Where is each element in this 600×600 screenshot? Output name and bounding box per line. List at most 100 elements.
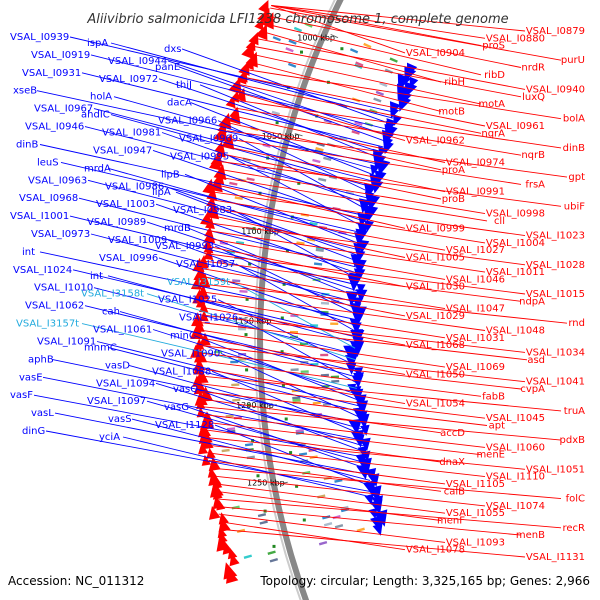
leader-line-left bbox=[87, 179, 362, 251]
gc-marker bbox=[247, 403, 251, 407]
gene-label-right: VSAL_I1069 bbox=[446, 362, 505, 373]
gene-label-left: vasG bbox=[164, 402, 189, 413]
leader-line-right bbox=[223, 145, 446, 193]
feature-track-segment bbox=[259, 520, 268, 525]
feature-track-segment bbox=[296, 241, 305, 245]
leader-line-left bbox=[107, 275, 356, 343]
leader-line-right bbox=[227, 130, 568, 178]
leader-line-right bbox=[263, 23, 482, 76]
gc-marker bbox=[280, 350, 284, 354]
gene-label-right: VSAL_I1041 bbox=[526, 377, 585, 388]
leader-line-left bbox=[193, 335, 358, 401]
gene-label-left: VSAL_I1057 bbox=[176, 259, 235, 270]
feature-track-segment bbox=[231, 383, 240, 387]
leader-line-right bbox=[203, 414, 486, 448]
gene-label-right: nqrB bbox=[521, 150, 545, 161]
leader-line-right bbox=[200, 314, 526, 353]
reverse-gene-arrow bbox=[213, 164, 227, 180]
genome-summary-text: Topology: circular; Length: 3,325,165 bp… bbox=[259, 574, 590, 588]
gene-label-left: VSAL_I1024 bbox=[13, 265, 72, 276]
leader-line-left bbox=[45, 430, 373, 493]
feature-track-segment bbox=[306, 238, 316, 242]
gene-label-left: dxs bbox=[164, 44, 181, 55]
gene-label-right: purU bbox=[561, 55, 585, 66]
reverse-gene-arrow bbox=[254, 18, 264, 31]
feature-track-segment bbox=[295, 429, 304, 433]
feature-track-segment bbox=[318, 540, 328, 546]
gene-label-left: vasD bbox=[105, 360, 130, 371]
feature-track-segment bbox=[243, 554, 253, 559]
leader-line-right bbox=[200, 360, 482, 397]
gene-arrows bbox=[190, 0, 419, 584]
map-title: Aliivibrio salmonicida LFI1238 chromosom… bbox=[86, 12, 508, 27]
gene-label-left: holA bbox=[90, 92, 112, 103]
reverse-gene-arrow bbox=[208, 456, 221, 472]
gene-label-right: recR bbox=[563, 523, 586, 534]
feature-track-segment bbox=[334, 478, 343, 483]
gene-label-left: dacA bbox=[167, 98, 192, 109]
leader-line-right bbox=[213, 191, 526, 237]
gene-label-right: fabB bbox=[482, 391, 505, 402]
reverse-gene-arrow bbox=[229, 553, 240, 567]
leader-line-right bbox=[204, 421, 482, 456]
gene-label-left: VSAL_I0986 bbox=[105, 181, 164, 192]
gene-label-right: proB bbox=[442, 194, 465, 205]
leader-line-left bbox=[146, 221, 357, 292]
gc-marker bbox=[315, 114, 319, 118]
reverse-gene-arrow bbox=[209, 505, 221, 520]
gc-marker bbox=[245, 297, 249, 301]
feature-track-segment bbox=[242, 157, 251, 162]
leader-line-left bbox=[158, 257, 356, 326]
feature-track-segment bbox=[375, 90, 385, 96]
gene-label-left: VSAL_I0973 bbox=[31, 229, 90, 240]
feature-track-segment bbox=[217, 259, 226, 263]
gene-label-left: ahdIC bbox=[81, 110, 110, 121]
reverse-gene-arrow bbox=[203, 241, 214, 254]
leader-line-right bbox=[215, 498, 562, 529]
leader-line-right bbox=[271, 5, 526, 32]
gene-label-right: VSAL_I0940 bbox=[526, 84, 585, 95]
leader-line-left bbox=[72, 269, 356, 338]
leader-line-right bbox=[271, 5, 486, 39]
gene-label-right: VSAL_I1054 bbox=[406, 399, 465, 410]
feature-track-segment bbox=[312, 401, 321, 405]
gene-label-right: VSAL_I1023 bbox=[526, 231, 585, 242]
leader-line-right bbox=[205, 437, 526, 470]
gene-label-left: VSAL_I0947 bbox=[93, 145, 152, 156]
gene-label-right: cvpA bbox=[520, 384, 545, 395]
gene-label-right: calB bbox=[444, 486, 465, 497]
feature-track-segment bbox=[272, 36, 281, 42]
forward-gene-arrow bbox=[355, 289, 368, 303]
reverse-gene-arrow bbox=[218, 517, 231, 533]
forward-gene-arrow bbox=[368, 507, 378, 519]
gc-marker bbox=[272, 544, 276, 548]
leader-line-right bbox=[200, 299, 446, 339]
reverse-gene-arrow bbox=[194, 347, 208, 363]
feature-track-segment bbox=[232, 398, 241, 402]
gene-label-right: VSAL_I1015 bbox=[526, 289, 585, 300]
gene-label-right: dnaX bbox=[439, 457, 465, 468]
feature-track-segment bbox=[292, 398, 301, 402]
feature-track-segment bbox=[271, 110, 281, 116]
gc-marker bbox=[245, 368, 249, 372]
gene-label-left: VSAL_I0996 bbox=[99, 253, 158, 264]
gene-label-left: int bbox=[90, 271, 103, 282]
gene-label-left: VSAL_I0967 bbox=[34, 104, 93, 115]
leader-line-right bbox=[270, 7, 562, 61]
gene-label-right: VSAL_I0999 bbox=[406, 223, 465, 234]
leader-line-left bbox=[196, 388, 365, 453]
gene-label-right: VSAL_I1093 bbox=[446, 537, 505, 548]
gene-label-left: VSAL_I1061 bbox=[93, 325, 152, 336]
leader-line-left bbox=[39, 251, 356, 320]
gene-label-left: cah bbox=[102, 307, 120, 318]
leader-line-left bbox=[190, 102, 376, 177]
gene-label-left: VSAL_I0931 bbox=[22, 68, 81, 79]
feature-track-segment bbox=[285, 47, 294, 53]
leader-line-right bbox=[271, 5, 482, 47]
leader-line-left bbox=[214, 424, 372, 487]
gene-label-left: VSAL_I1026 bbox=[179, 313, 238, 324]
leader-line-right bbox=[266, 15, 522, 68]
leader-line-right bbox=[229, 122, 442, 171]
leader-line-left bbox=[152, 329, 358, 395]
gene-label-left: VSAL_I1091 bbox=[37, 337, 96, 348]
